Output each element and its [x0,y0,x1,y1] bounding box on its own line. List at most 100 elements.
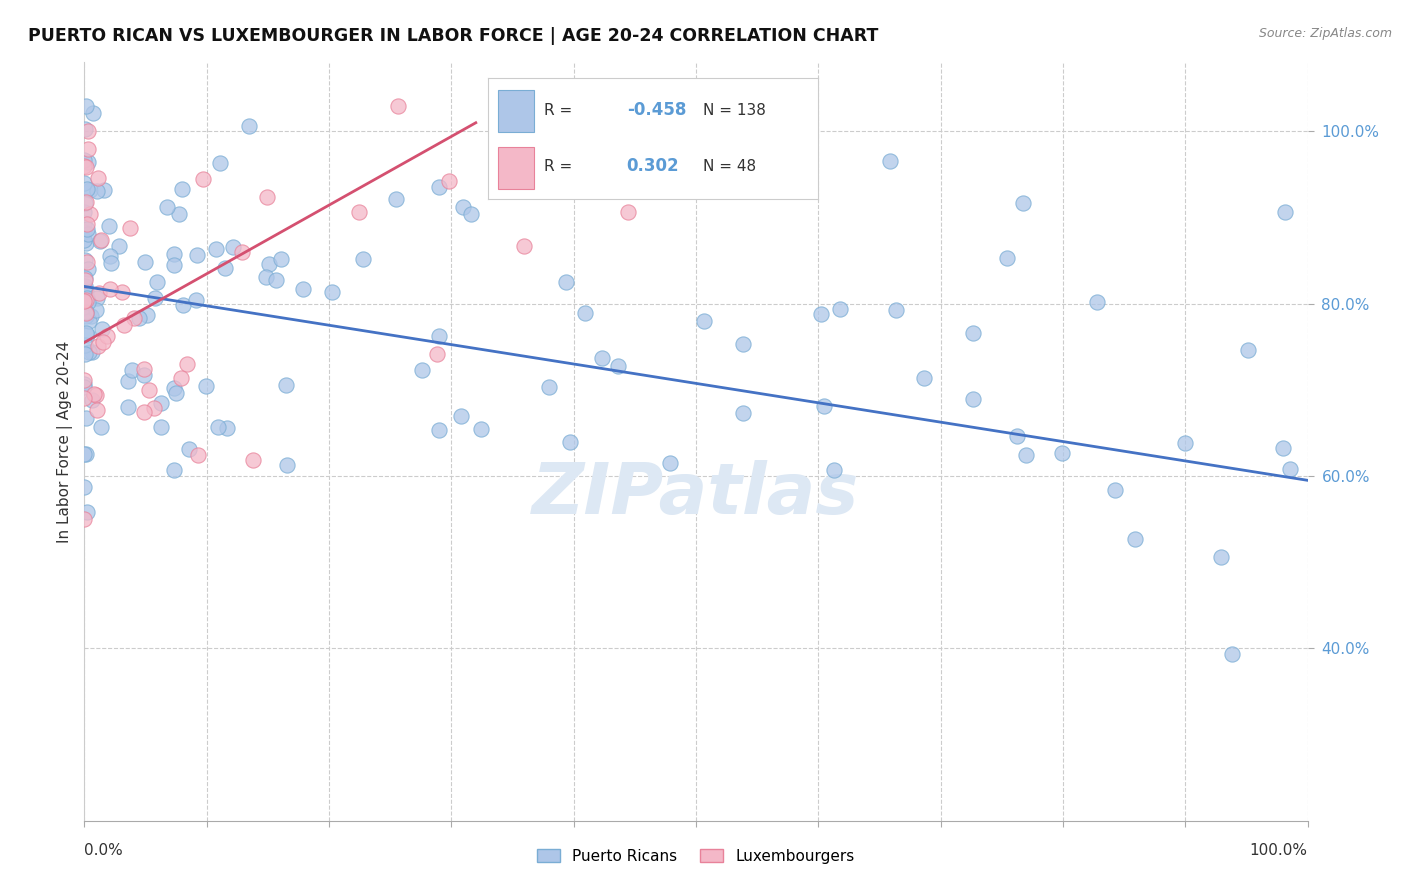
Point [75,305,97,319]
Point [73,373,96,387]
Point [82,345,104,359]
Point [122,311,145,326]
Point [73,273,96,287]
Point [179,442,201,457]
Point [962,326,984,340]
Point [117,400,139,414]
Point [606,359,628,373]
Point [214,261,236,276]
Point [163,381,186,395]
Point [995,251,1018,265]
Point [574,306,596,320]
Point [731,405,754,419]
Point [73,253,96,268]
Point [411,363,433,377]
Point [828,301,851,316]
Point [76,505,98,519]
Point [204,242,226,256]
Point [77,227,100,242]
Point [617,205,640,219]
Point [186,248,208,262]
Point [75,195,97,210]
Point [84,388,107,402]
Point [98,282,121,296]
Point [384,192,406,206]
Point [733,336,755,351]
Point [111,285,134,300]
Point [75,121,97,136]
Point [75,98,97,112]
Point [1123,532,1146,546]
Point [73,380,96,394]
Point [879,153,901,168]
Point [134,405,156,419]
Point [76,291,98,305]
Point [121,363,143,377]
Point [75,410,97,425]
Point [75,309,97,323]
Point [555,275,578,289]
Point [886,302,908,317]
Point [75,447,97,461]
Point [254,270,277,285]
Point [73,233,96,247]
Point [1007,429,1029,443]
Point [427,328,450,343]
Point [73,196,96,211]
Point [387,98,409,112]
Point [163,258,186,272]
Point [73,153,96,168]
Point [75,338,97,352]
Point [810,307,832,321]
Point [80,392,103,407]
Point [73,271,96,285]
Y-axis label: In Labor Force | Age 20-24: In Labor Force | Age 20-24 [58,341,73,542]
Text: Source: ZipAtlas.com: Source: ZipAtlas.com [1258,27,1392,40]
Point [98,249,121,263]
Point [513,238,536,252]
Point [537,380,560,394]
Point [136,309,159,323]
Point [451,200,474,214]
Point [73,447,96,461]
Point [128,310,150,325]
Point [962,392,984,407]
Point [96,329,118,343]
Point [75,279,97,293]
Point [91,334,114,349]
Point [76,218,98,232]
Point [242,453,264,467]
Point [165,386,187,401]
Point [1278,462,1301,476]
Point [1209,550,1232,565]
Point [138,383,160,397]
Point [73,512,96,526]
Point [169,371,191,385]
Point [187,448,209,462]
Point [1015,448,1038,462]
Point [1173,436,1195,450]
Point [73,377,96,392]
Point [437,173,460,187]
Point [184,293,207,307]
Point [75,161,97,175]
Point [76,155,98,169]
Point [172,298,194,312]
Point [73,480,96,494]
Point [134,254,156,268]
Point [134,368,156,383]
Point [460,207,482,221]
Point [150,396,173,410]
Point [668,130,690,145]
Point [112,318,135,333]
Point [75,293,97,307]
Point [321,285,343,299]
Point [73,300,96,314]
Point [80,310,103,324]
Point [132,362,155,376]
Point [1104,483,1126,498]
Point [591,351,613,366]
Point [76,222,98,236]
Point [75,303,97,318]
Text: PUERTO RICAN VS LUXEMBOURGER IN LABOR FORCE | AGE 20-24 CORRELATION CHART: PUERTO RICAN VS LUXEMBOURGER IN LABOR FO… [28,27,879,45]
